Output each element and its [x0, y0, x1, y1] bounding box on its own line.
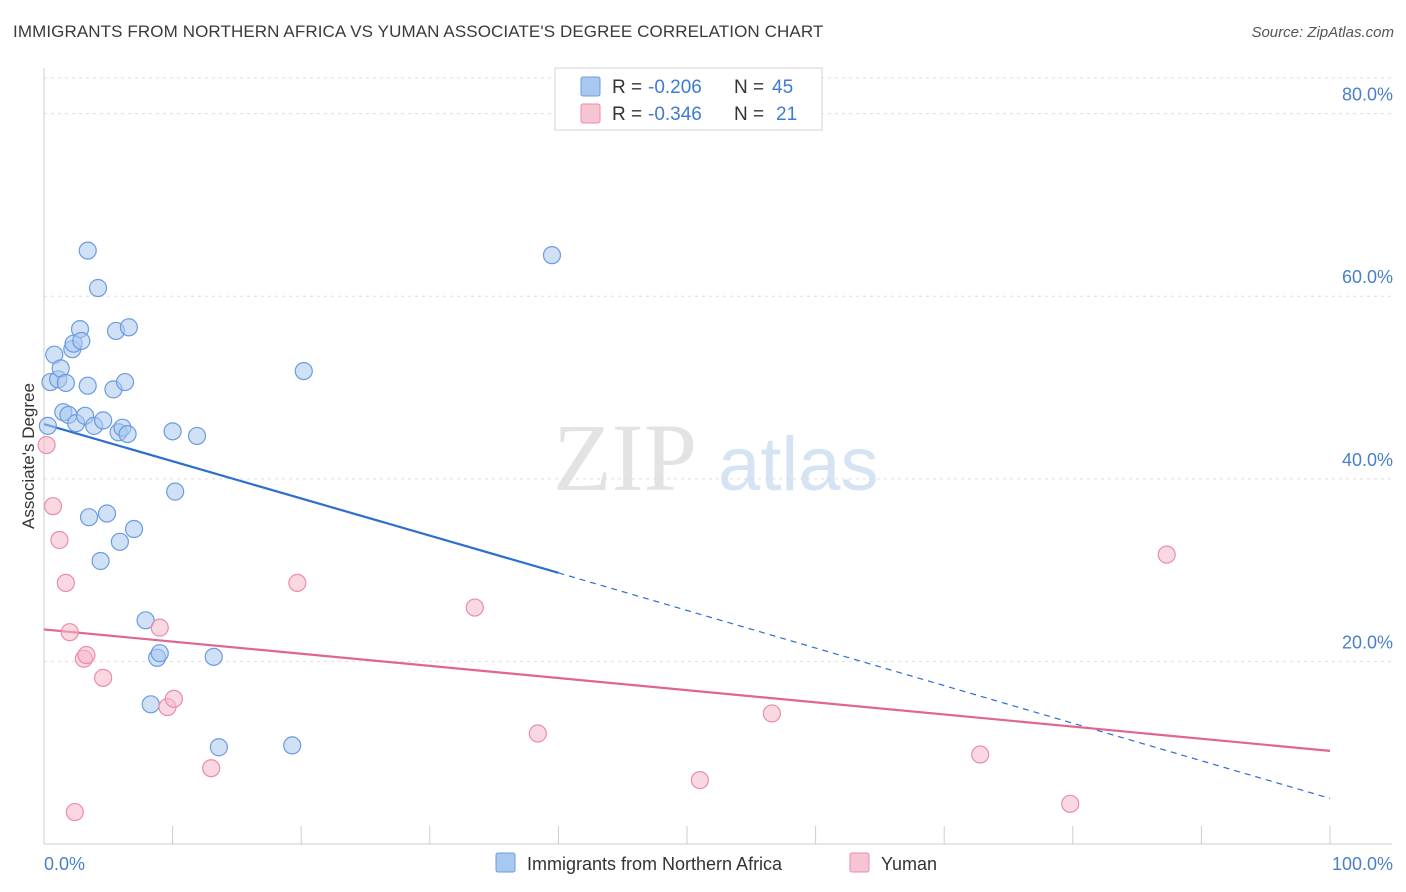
point-immigrants-28	[118, 424, 137, 444]
watermark: ZIP atlas	[553, 404, 879, 511]
point-immigrants-16	[78, 241, 97, 260]
point-yuman-20	[1157, 545, 1176, 564]
point-immigrants-42	[542, 246, 562, 265]
point-immigrants-21	[97, 504, 117, 523]
point-immigrants-14	[78, 376, 97, 395]
point-immigrants-31	[136, 611, 155, 630]
point-immigrants-29	[119, 318, 138, 337]
point-immigrants-30	[124, 519, 144, 539]
point-yuman-3	[56, 573, 75, 592]
point-immigrants-37	[187, 426, 207, 446]
stats-box: R = -0.206 N = 45 R = -0.346 N = 21	[554, 67, 823, 131]
stats-swatch-blue	[580, 76, 601, 97]
stats-r-label-1: R =	[612, 77, 642, 98]
point-yuman-19	[1061, 794, 1080, 813]
stats-r-value-1: -0.206	[648, 77, 702, 98]
point-yuman-4	[60, 623, 79, 642]
point-immigrants-18	[88, 278, 108, 298]
point-yuman-5	[65, 802, 84, 822]
point-immigrants-34	[150, 644, 169, 663]
point-immigrants-35	[163, 422, 182, 441]
source-attribution: Source: ZipAtlas.com	[1251, 24, 1394, 41]
stats-r-label-2: R =	[612, 104, 642, 125]
point-yuman-9	[150, 618, 169, 637]
point-yuman-13	[288, 573, 307, 592]
trend-line-immigrants	[43, 422, 559, 574]
watermark-atlas: atlas	[718, 422, 879, 507]
trend-lines	[43, 422, 1331, 799]
point-immigrants-6	[56, 373, 75, 393]
stats-n-value-2: 21	[776, 104, 797, 125]
trend-line-immigrants-extrapolated	[558, 572, 1331, 799]
stats-n-label-2: N =	[734, 104, 764, 125]
point-immigrants-32	[141, 695, 160, 714]
legend-label-immigrants: Immigrants from Northern Africa	[527, 854, 783, 874]
point-yuman-12	[202, 759, 221, 778]
point-immigrants-20	[94, 411, 113, 430]
legend-swatch-immigrants	[495, 852, 516, 873]
x-tick-label-1: 100.0%	[1332, 854, 1393, 874]
stats-n-value-1: 45	[772, 77, 793, 98]
legend-swatch-yuman	[849, 852, 870, 873]
stats-r-value-2: -0.346	[648, 104, 702, 125]
y-tick-label-3: 80.0%	[1342, 85, 1393, 105]
point-immigrants-39	[209, 738, 228, 757]
point-immigrants-19	[91, 551, 110, 571]
point-yuman-2	[50, 530, 69, 550]
point-immigrants-27	[115, 372, 135, 392]
y-tick-label-2: 60.0%	[1342, 267, 1393, 287]
point-yuman-16	[690, 770, 709, 790]
stats-n-label-1: N =	[734, 77, 764, 98]
point-immigrants-38	[204, 647, 223, 666]
point-yuman-11	[164, 689, 183, 708]
x-tick-label-0: 0.0%	[44, 854, 85, 874]
point-yuman-8	[94, 668, 113, 687]
tick-labels: 20.0% 40.0% 60.0% 80.0% 0.0% 100.0%	[44, 85, 1393, 874]
point-immigrants-40	[283, 736, 302, 755]
point-yuman-14	[465, 598, 484, 617]
watermark-zip: ZIP	[553, 404, 697, 511]
legend-label-yuman: Yuman	[881, 854, 937, 874]
point-yuman-0	[37, 435, 56, 455]
legend: Immigrants from Northern Africa Yuman	[495, 852, 937, 874]
y-axis-label: Associate's Degree	[19, 383, 38, 529]
point-yuman-7	[77, 645, 96, 665]
y-tick-label-0: 20.0%	[1342, 632, 1393, 652]
point-yuman-1	[43, 497, 63, 516]
data-points	[37, 241, 1176, 822]
axes	[43, 68, 1392, 845]
point-immigrants-12	[72, 331, 91, 351]
gridlines	[44, 77, 1392, 662]
stats-swatch-pink	[580, 103, 601, 124]
point-yuman-17	[762, 704, 781, 723]
point-yuman-15	[528, 724, 547, 743]
point-immigrants-41	[294, 361, 313, 381]
point-immigrants-0	[38, 416, 57, 435]
chart-title: IMMIGRANTS FROM NORTHERN AFRICA VS YUMAN…	[13, 22, 824, 41]
point-yuman-18	[971, 745, 990, 764]
point-immigrants-36	[166, 482, 185, 501]
y-tick-label-1: 40.0%	[1342, 450, 1393, 470]
trend-line-yuman	[43, 628, 1331, 752]
point-immigrants-15	[79, 508, 99, 527]
point-immigrants-25	[110, 532, 129, 551]
